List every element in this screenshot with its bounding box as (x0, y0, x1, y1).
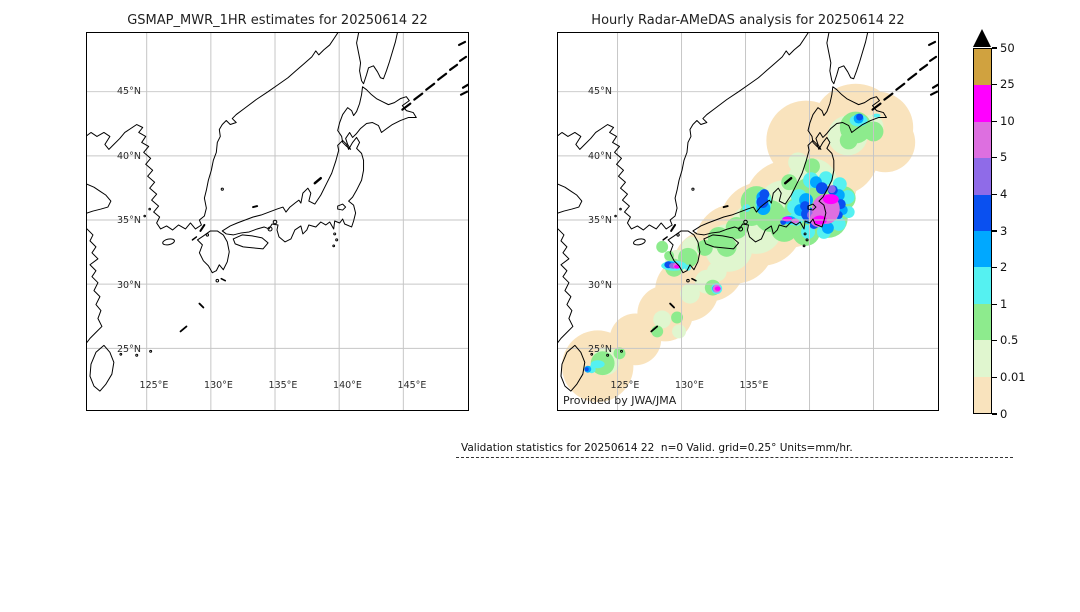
colorbar-tick-label: 1 (1000, 296, 1008, 311)
colorbar-tick-label: 10 (1000, 113, 1015, 128)
colorbar-overflow-triangle (973, 29, 991, 47)
colorbar-tick-label: 0.5 (1000, 333, 1019, 348)
colorbar-tick-label: 50 (1000, 40, 1015, 55)
gsmap-map-panel: 45°N 40°N 35°N 30°N 25°N 125°E 130°E 135°E 140°E… (86, 32, 469, 411)
validation-divider-dashed-line (456, 457, 1013, 458)
radar-amedas-map-canvas (558, 33, 938, 410)
colorbar-tick (992, 303, 997, 305)
validation-statistics-text: Validation statistics for 20250614 22 n=… (461, 442, 853, 454)
colorbar-segment (974, 121, 991, 159)
radar-amedas-map-panel: Provided by JWA/JMA 45°N 40°N 35°N 30°N 25°N… (557, 32, 939, 411)
colorbar-tick (992, 340, 997, 342)
colorbar-segment (974, 303, 991, 341)
coastline-japan (558, 33, 938, 392)
colorbar-tick-label: 25 (1000, 77, 1015, 92)
lat-label: 40°N (117, 150, 141, 162)
colorbar-segment (974, 340, 991, 377)
lon-label: 145°E (397, 380, 427, 391)
colorbar-tick-label: 2 (1000, 260, 1008, 275)
colorbar-segment (974, 376, 991, 414)
colorbar: 50 25 10 5 4 3 2 1 0.5 0.01 0 (973, 29, 1053, 431)
gsmap-map-canvas (87, 33, 468, 410)
colorbar-segment (974, 231, 991, 268)
jwa-jma-credit: Provided by JWA/JMA (563, 394, 677, 407)
lat-label: 45°N (588, 86, 612, 97)
colorbar-segment (974, 267, 991, 304)
lon-label: 130°E (675, 380, 704, 391)
colorbar-tick-label: 0.01 (1000, 369, 1026, 384)
colorbar-tick (992, 376, 997, 378)
colorbar-segment (974, 85, 991, 122)
colorbar-tick (992, 157, 997, 159)
latlon-gridlines (87, 33, 468, 410)
colorbar-tick-label: 0 (1000, 406, 1008, 421)
colorbar-tick (992, 47, 997, 49)
lat-label: 40°N (588, 150, 612, 162)
coastline-japan (87, 33, 468, 392)
lat-label: 35°N (588, 215, 612, 226)
colorbar-tick (992, 230, 997, 232)
lat-label: 30°N (588, 279, 612, 291)
lon-label: 125°E (610, 380, 640, 391)
lon-label: 140°E (333, 380, 362, 391)
lat-label: 35°N (117, 215, 141, 226)
lat-label: 30°N (117, 279, 141, 291)
colorbar-tick-label: 5 (1000, 150, 1008, 165)
latlon-gridlines (558, 33, 938, 410)
colorbar-tick-label: 4 (1000, 186, 1008, 201)
colorbar-tick-label: 3 (1000, 223, 1008, 238)
colorbar-segment (974, 158, 991, 195)
colorbar-tick (992, 84, 997, 86)
lat-label: 25°N (117, 344, 141, 355)
colorbar-segment (974, 194, 991, 232)
lat-label: 45°N (117, 86, 141, 97)
lon-label: 125°E (139, 380, 169, 391)
colorbar-segment (974, 49, 991, 86)
right-map-title: Hourly Radar-AMeDAS analysis for 2025061… (591, 13, 905, 28)
colorbar-tick (992, 193, 997, 195)
lon-label: 135°E (268, 380, 298, 391)
lon-label: 135°E (739, 380, 769, 391)
colorbar-bar (973, 48, 992, 414)
lon-label: 130°E (204, 380, 233, 391)
left-map-title: GSMAP_MWR_1HR estimates for 20250614 22 (127, 13, 428, 28)
colorbar-tick (992, 413, 997, 415)
colorbar-tick (992, 267, 997, 269)
lat-label: 25°N (588, 344, 612, 355)
precipitation-layer (561, 83, 916, 403)
colorbar-tick (992, 120, 997, 122)
